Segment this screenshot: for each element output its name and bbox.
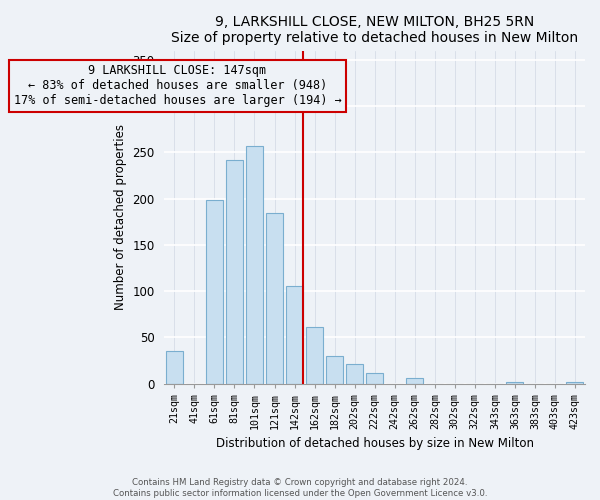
Text: Contains HM Land Registry data © Crown copyright and database right 2024.
Contai: Contains HM Land Registry data © Crown c…	[113, 478, 487, 498]
Bar	[286, 286, 303, 384]
Bar	[566, 382, 583, 384]
Bar	[266, 214, 283, 384]
Bar	[206, 200, 223, 384]
Bar	[406, 378, 423, 384]
Bar	[366, 374, 383, 384]
Bar	[306, 327, 323, 384]
Y-axis label: Number of detached properties: Number of detached properties	[114, 124, 127, 310]
Text: 9 LARKSHILL CLOSE: 147sqm
← 83% of detached houses are smaller (948)
17% of semi: 9 LARKSHILL CLOSE: 147sqm ← 83% of detac…	[14, 64, 341, 108]
Title: 9, LARKSHILL CLOSE, NEW MILTON, BH25 5RN
Size of property relative to detached h: 9, LARKSHILL CLOSE, NEW MILTON, BH25 5RN…	[171, 15, 578, 45]
Bar	[326, 356, 343, 384]
Bar	[226, 160, 243, 384]
Bar	[246, 146, 263, 384]
Bar	[346, 364, 363, 384]
Bar	[166, 352, 183, 384]
Bar	[506, 382, 523, 384]
X-axis label: Distribution of detached houses by size in New Milton: Distribution of detached houses by size …	[215, 437, 533, 450]
